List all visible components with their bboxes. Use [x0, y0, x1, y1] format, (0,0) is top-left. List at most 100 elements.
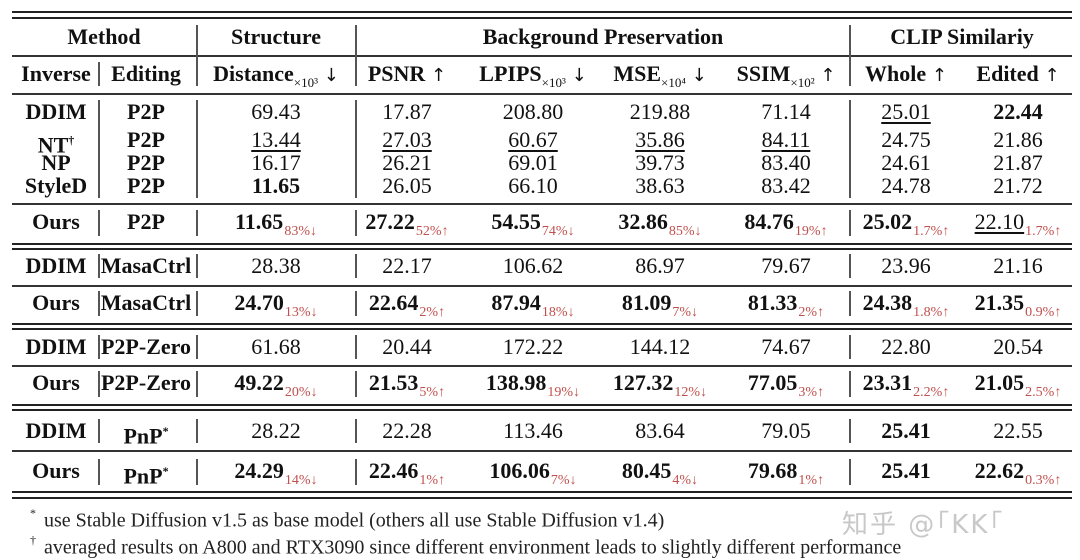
metric-cell: 24.78: [881, 174, 931, 198]
inverse-method: Ours: [32, 290, 80, 315]
top-rule-2: [12, 17, 1072, 19]
direction-arrow-icon: ↑: [1038, 65, 1060, 86]
metric-value: 60.67: [508, 127, 558, 152]
column-scale: ×10²: [790, 75, 815, 90]
metric-value: 22.64: [368, 290, 419, 315]
footnote-text: use Stable Diffusion v1.5 as base model …: [44, 509, 665, 532]
metric-value: 69.43: [251, 99, 301, 124]
column-separator: [849, 210, 851, 236]
metric-cell: 106.62: [503, 254, 564, 278]
metric-cell: 27.03: [382, 128, 432, 152]
inverse-method: Ours: [32, 209, 80, 234]
metric-value: 80.45: [621, 458, 672, 483]
metric-value: 17.87: [382, 99, 432, 124]
improvement-percent: 74%↓: [541, 224, 575, 239]
metric-cell: 219.88: [630, 100, 691, 124]
column-header: Editing: [111, 62, 181, 86]
subheader-rule: [12, 93, 1072, 95]
column-separator: [196, 459, 198, 485]
editing-method: P2P: [127, 150, 165, 175]
header-group: Background Preservation: [482, 24, 724, 49]
watermark: 知乎 @｢KK｢: [842, 510, 1005, 540]
metric-cell: 23.96: [881, 254, 931, 278]
metric-value: 38.63: [635, 173, 685, 198]
metric-cell: 27.2252%↑: [365, 210, 448, 240]
group-rule: [12, 203, 1072, 205]
metric-cell: 84.7619%↑: [744, 210, 827, 240]
metric-value: 21.86: [993, 127, 1043, 152]
column-separator: [98, 100, 100, 198]
metric-value: 21.72: [993, 173, 1043, 198]
improvement-percent: 5%↑: [419, 385, 446, 400]
column-separator: [849, 100, 851, 198]
direction-arrow-icon: ↓: [318, 65, 339, 86]
column-scale: ×10³: [293, 75, 319, 90]
metric-cell: 11.65: [252, 174, 300, 198]
improvement-percent: 7%↓: [672, 305, 699, 320]
column-separator: [355, 371, 357, 397]
table-row: DDIM PnP* 28.22 22.28 113.46 83.64 79.05 25.41 2…: [0, 418, 1080, 448]
metric-value: 21.35: [974, 290, 1025, 315]
column-scale: ×10³: [541, 75, 566, 90]
improvement-percent: 2.2%↑: [913, 385, 950, 400]
metric-value: 11.65: [235, 209, 284, 234]
column-separator: [196, 100, 198, 198]
metric-cell: 80.454%↓: [621, 458, 698, 489]
metric-cell: 208.80: [503, 100, 564, 124]
improvement-percent: 1.7%↑: [1025, 224, 1062, 239]
metric-value: 25.01: [881, 99, 931, 124]
improvement-percent: 1.7%↑: [913, 224, 950, 239]
improvement-percent: 19%↑: [794, 224, 828, 239]
column-header-label: Inverse: [21, 61, 91, 86]
column-header-label: SSIM: [736, 61, 791, 86]
metric-cell: 20.54: [993, 335, 1043, 359]
metric-value: 79.05: [761, 418, 811, 443]
metric-cell: 24.381.8%↑: [862, 290, 950, 321]
metric-cell: 84.11: [762, 128, 811, 152]
improvement-percent: 3%↑: [798, 385, 825, 400]
metric-value: 24.38: [862, 290, 913, 315]
metric-value: 106.62: [502, 253, 564, 278]
column-separator: [98, 335, 100, 359]
column-separator: [849, 459, 851, 485]
column-header-label: Edited: [976, 61, 1039, 86]
metric-value: 35.86: [635, 127, 685, 152]
column-header: Distance×10³ ↓: [213, 62, 339, 91]
table-row: Ours PnP* 24.2914%↓ 22.461%↑ 106.067%↓ 80.454…: [0, 458, 1080, 489]
block-rule-2: [12, 328, 1072, 330]
metric-cell: 113.46: [503, 419, 563, 443]
metric-value: 127.32: [612, 370, 674, 395]
column-separator: [849, 254, 851, 278]
metric-cell: 25.01: [881, 100, 931, 124]
metric-cell: 21.87: [993, 151, 1043, 175]
inverse-method: NP: [41, 150, 71, 175]
metric-value: 22.17: [382, 253, 432, 278]
column-separator: [196, 335, 198, 359]
metric-value: 54.55: [491, 209, 541, 234]
metric-value: 84.11: [761, 127, 811, 152]
metric-cell: 22.101.7%↑: [975, 210, 1062, 240]
column-separator: [98, 459, 100, 485]
metric-cell: 22.620.3%↑: [975, 459, 1062, 489]
metric-cell: 20.44: [382, 335, 432, 359]
direction-arrow-icon: ↓: [685, 65, 707, 86]
column-separator: [98, 254, 100, 278]
column-separator: [849, 419, 851, 443]
column-separator: [196, 254, 198, 278]
column-separator: [355, 25, 357, 86]
metric-value: 24.70: [234, 290, 284, 315]
improvement-percent: 1%↑: [798, 473, 825, 488]
metric-value: 208.80: [502, 99, 564, 124]
table-row: StyleD P2P 11.65 26.05 66.10 38.63 83.42 24.78 2…: [0, 174, 1080, 198]
column-separator: [196, 371, 198, 397]
metric-value: 25.41: [881, 418, 931, 443]
improvement-percent: 2%↑: [419, 305, 446, 320]
metric-value: 11.65: [251, 173, 301, 198]
metric-value: 219.88: [629, 99, 691, 124]
header-group: CLIP Similariy: [890, 24, 1034, 49]
metric-cell: 17.87: [382, 100, 432, 124]
column-separator: [355, 100, 357, 198]
metric-cell: 25.41: [881, 459, 931, 483]
metric-cell: 66.10: [508, 174, 558, 198]
column-separator: [98, 291, 100, 316]
